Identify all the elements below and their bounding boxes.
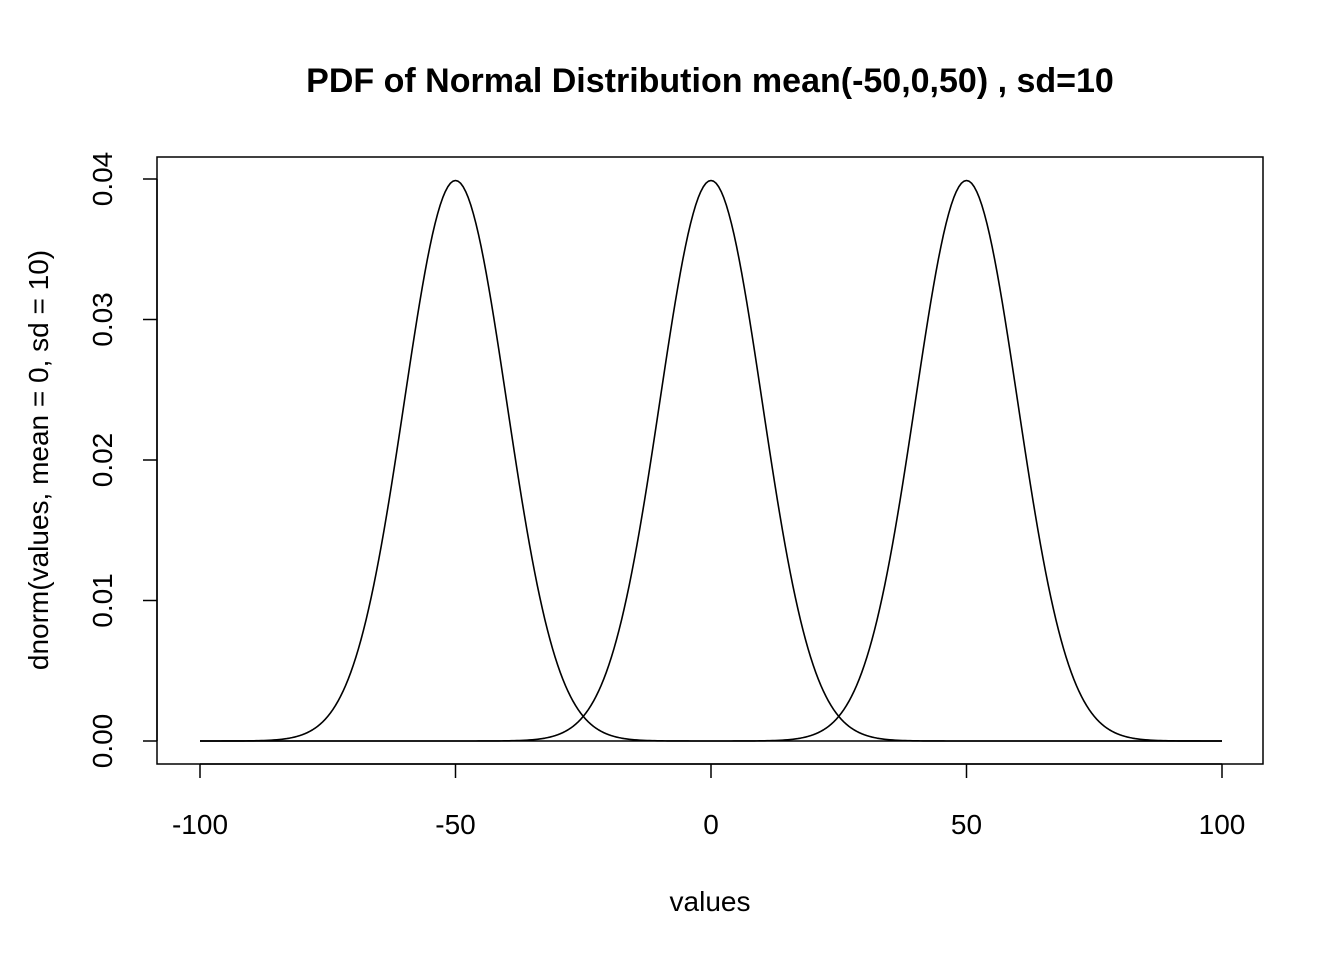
series-line-2 (200, 179, 1222, 742)
y-tick-label: 0.03 (87, 292, 118, 347)
series-line-3 (200, 179, 1222, 742)
x-tick-label: -100 (172, 809, 228, 840)
plot-frame (156, 156, 1264, 765)
y-axis-label: dnorm(values, mean = 0, sd = 10) (23, 250, 54, 670)
y-tick-label: 0.04 (87, 152, 118, 207)
y-tick-label: 0.02 (87, 433, 118, 488)
y-axis: 0.00 0.01 0.02 0.03 0.04 (87, 152, 158, 769)
series-layer (200, 179, 1222, 742)
x-axis: -100 -50 0 50 100 (172, 763, 1246, 840)
y-tick-label: 0.00 (87, 714, 118, 769)
x-tick-label: 0 (703, 809, 719, 840)
series-line-1 (200, 179, 1222, 742)
x-tick-label: -50 (435, 809, 475, 840)
x-tick-label: 100 (1199, 809, 1246, 840)
chart-title: PDF of Normal Distribution mean(-50,0,50… (306, 62, 1114, 100)
x-tick-label: 50 (951, 809, 982, 840)
y-tick-label: 0.01 (87, 573, 118, 628)
x-axis-label: values (670, 886, 751, 917)
